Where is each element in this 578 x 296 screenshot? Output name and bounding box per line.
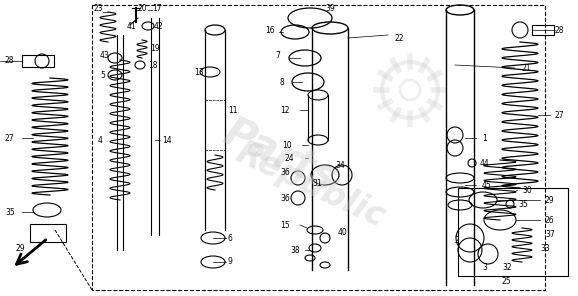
Text: 1: 1	[482, 133, 487, 142]
Text: 43: 43	[100, 51, 110, 59]
Bar	[532, 25, 554, 35]
Text: 27: 27	[5, 133, 14, 142]
Text: 14: 14	[162, 136, 172, 144]
Text: 2: 2	[455, 236, 460, 244]
Text: 5: 5	[100, 70, 105, 80]
Text: 45: 45	[482, 181, 492, 189]
Text: Republic: Republic	[230, 136, 390, 234]
Text: 16: 16	[265, 25, 275, 35]
Text: 23: 23	[94, 4, 103, 12]
Bar	[92, 5, 545, 290]
Text: 12: 12	[280, 105, 290, 115]
Text: 35: 35	[518, 200, 528, 208]
Text: 31: 31	[312, 178, 321, 187]
Text: 42: 42	[154, 22, 164, 30]
Text: 33: 33	[540, 244, 550, 252]
Text: 35: 35	[5, 207, 15, 216]
Text: 29: 29	[16, 244, 25, 252]
Text: 26: 26	[545, 215, 555, 224]
Text: 27: 27	[555, 110, 565, 120]
Text: 22: 22	[395, 33, 405, 43]
Text: 39: 39	[325, 4, 335, 12]
Text: 30: 30	[522, 186, 532, 194]
Text: 7: 7	[275, 51, 280, 59]
Text: 6: 6	[228, 234, 233, 242]
Text: 10: 10	[282, 141, 292, 149]
Text: 28: 28	[555, 25, 565, 35]
Text: 38: 38	[290, 245, 299, 255]
Text: 28: 28	[5, 56, 14, 65]
Text: 21: 21	[522, 64, 532, 73]
Bar	[30, 224, 66, 242]
Text: 19: 19	[150, 44, 160, 52]
Text: 25: 25	[502, 278, 512, 287]
Text: 15: 15	[280, 221, 290, 229]
Text: 36: 36	[280, 194, 290, 202]
Text: 18: 18	[148, 60, 157, 70]
Text: 8: 8	[280, 78, 285, 86]
Text: 32: 32	[502, 263, 512, 273]
Text: Parts: Parts	[216, 110, 344, 200]
Bar	[22, 55, 54, 67]
Text: 17: 17	[152, 4, 162, 12]
Text: 9: 9	[228, 258, 233, 266]
Text: 13: 13	[194, 67, 203, 76]
Text: 29: 29	[545, 195, 555, 205]
Text: 20: 20	[138, 4, 147, 12]
Text: 11: 11	[228, 105, 238, 115]
Text: 3: 3	[482, 263, 487, 273]
Text: 37: 37	[545, 229, 555, 239]
Text: 41: 41	[127, 22, 136, 30]
Text: 34: 34	[335, 160, 344, 170]
Text: 44: 44	[480, 158, 490, 168]
Text: 40: 40	[338, 228, 348, 237]
Text: 36: 36	[280, 168, 290, 176]
Text: 4: 4	[98, 136, 103, 144]
Bar	[458, 188, 568, 276]
Text: 24: 24	[285, 154, 295, 163]
